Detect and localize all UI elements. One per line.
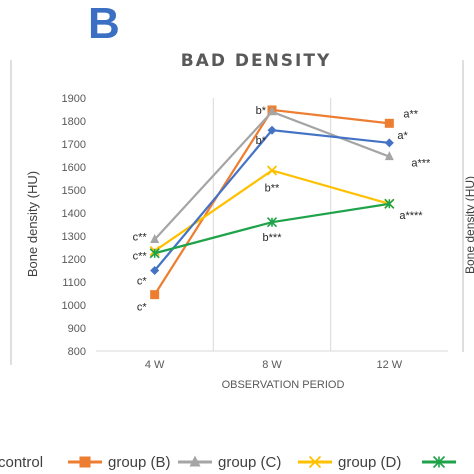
y-tick-label: 1600 bbox=[62, 162, 86, 174]
data-label: c** bbox=[133, 231, 148, 243]
x-axis-label: OBSERVATION PERIOD bbox=[222, 379, 345, 391]
x-tick-label: 8 W bbox=[262, 359, 282, 371]
y-tick-label: 1100 bbox=[62, 277, 86, 289]
data-point-square bbox=[150, 290, 160, 300]
right-panel-axis-fragment: Bone density (HU) bbox=[463, 176, 474, 274]
data-point-square bbox=[384, 118, 394, 128]
legend-label: group (D) bbox=[338, 454, 401, 471]
y-tick-label: 800 bbox=[68, 346, 86, 358]
data-point-triangle bbox=[267, 106, 277, 116]
legend-label: control bbox=[0, 454, 43, 471]
y-tick-label: 1400 bbox=[62, 208, 86, 220]
data-label: b** bbox=[265, 182, 280, 194]
data-label: c** bbox=[133, 250, 148, 262]
y-tick-label: 1200 bbox=[62, 254, 86, 266]
data-label: b*** bbox=[263, 232, 283, 244]
data-point-square bbox=[79, 456, 91, 468]
data-label: b* bbox=[256, 135, 267, 147]
data-point-x bbox=[266, 165, 278, 176]
data-point-asterisk bbox=[266, 217, 278, 228]
y-tick-label: 1500 bbox=[62, 185, 86, 197]
data-point-diamond bbox=[150, 266, 160, 275]
legend-label: group (C) bbox=[218, 454, 281, 471]
data-label: c* bbox=[137, 302, 148, 314]
data-point-asterisk bbox=[384, 198, 395, 209]
data-point-x bbox=[308, 455, 322, 469]
y-axis-label: Bone density (HU) bbox=[25, 171, 40, 277]
axes: 800 900 1000 1100 1200 1300 1400 1500 1600 1700 18… bbox=[62, 93, 448, 371]
x-tick-label: 12 W bbox=[376, 359, 402, 371]
data-label: a**** bbox=[399, 210, 423, 222]
y-tick-label: 1300 bbox=[62, 231, 86, 243]
data-label: c* bbox=[137, 276, 148, 288]
grid-lines bbox=[212, 98, 332, 351]
data-point-diamond bbox=[384, 138, 394, 148]
series-lines bbox=[149, 105, 395, 300]
legend: control group (B) group (C) group (D) bbox=[0, 454, 456, 471]
data-label: a** bbox=[403, 108, 418, 120]
data-label: b* bbox=[256, 105, 267, 117]
data-labels: c* b* a** c** a*** b** c* b* a* c** b*** a**** bbox=[133, 105, 431, 314]
data-point-diamond bbox=[267, 125, 277, 135]
y-tick-label: 900 bbox=[68, 323, 86, 335]
y-tick-label: 1900 bbox=[62, 93, 86, 105]
data-point-asterisk bbox=[149, 248, 160, 259]
x-tick-label: 4 W bbox=[145, 359, 165, 371]
y-tick-label: 1800 bbox=[62, 116, 86, 128]
y-tick-label: 1700 bbox=[62, 139, 86, 151]
data-label: a* bbox=[397, 130, 408, 142]
panel-letter: B bbox=[88, 0, 120, 48]
y-tick-label: 1000 bbox=[62, 300, 86, 312]
chart-title: BAD DENSITY bbox=[181, 51, 332, 71]
data-label: a*** bbox=[411, 158, 431, 170]
data-point-triangle bbox=[384, 151, 394, 161]
data-point-triangle bbox=[189, 455, 201, 467]
data-point-asterisk bbox=[432, 455, 446, 469]
legend-label: group (B) bbox=[108, 454, 171, 471]
data-point-triangle bbox=[150, 233, 160, 243]
